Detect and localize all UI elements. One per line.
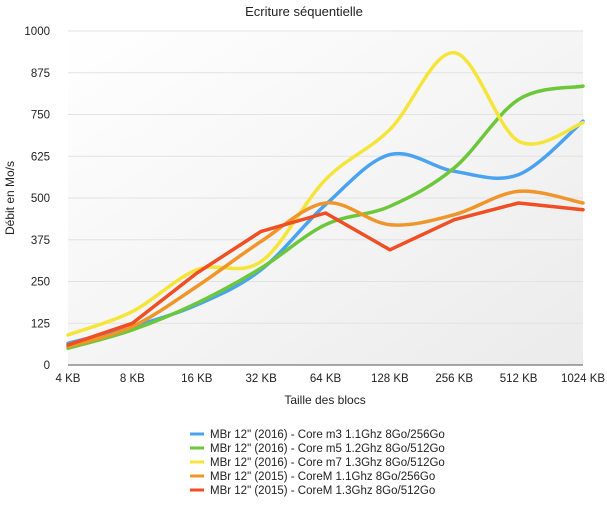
y-tick-label: 375: [31, 235, 50, 247]
legend-label: MBr 12" (2016) - Core m5 1.2Ghz 8Go/512G…: [210, 443, 445, 455]
series-line-5: [66, 201, 585, 347]
legend-label: MBr 12" (2016) - Core m3 1.1Ghz 8Go/256G…: [210, 429, 445, 441]
x-tick-label: 1024 KB: [561, 373, 605, 385]
y-tick-label: 0: [44, 360, 50, 372]
legend-label: MBr 12" (2015) - CoreM 1.1Ghz 8Go/256Go: [210, 471, 435, 483]
x-axis-ticks: 4 KB 8 KB 16 KB 32 KB 64 KB 128 KB 256 KB 512 K…: [56, 373, 606, 385]
y-tick-label: 500: [31, 193, 50, 205]
y-tick-label: 750: [31, 110, 50, 122]
y-tick-label: 125: [31, 318, 50, 330]
y-axis-label: Débit en Mo/s: [3, 161, 17, 235]
y-tick-label: 625: [31, 151, 50, 163]
x-axis-label: Taille des blocs: [284, 393, 365, 407]
y-axis-ticks: 0 125 250 375 500 625 750 875 1000: [24, 26, 50, 372]
legend-label: MBr 12" (2016) - Core m7 1.3Ghz 8Go/512G…: [210, 457, 445, 469]
y-tick-label: 1000: [24, 26, 50, 38]
x-tick-label: 512 KB: [500, 373, 538, 385]
x-tick-label: 128 KB: [371, 373, 409, 385]
x-tick-label: 16 KB: [181, 373, 213, 385]
x-tick-label: 4 KB: [56, 373, 81, 385]
x-tick-label: 256 KB: [435, 373, 473, 385]
series-line-3: [66, 50, 585, 337]
x-tick-label: 8 KB: [120, 373, 145, 385]
legend-label: MBr 12" (2015) - CoreM 1.3Ghz 8Go/512Go: [210, 485, 435, 497]
y-tick-label: 875: [31, 68, 50, 80]
x-tick-label: 32 KB: [245, 373, 277, 385]
series-line-4: [66, 189, 585, 349]
series-lines: [66, 50, 585, 351]
x-tick-label: 64 KB: [310, 373, 342, 385]
chart-title: Ecriture séquentielle: [245, 4, 363, 19]
y-tick-label: 250: [31, 277, 50, 289]
legend: MBr 12" (2016) - Core m3 1.1Ghz 8Go/256G…: [190, 429, 445, 497]
